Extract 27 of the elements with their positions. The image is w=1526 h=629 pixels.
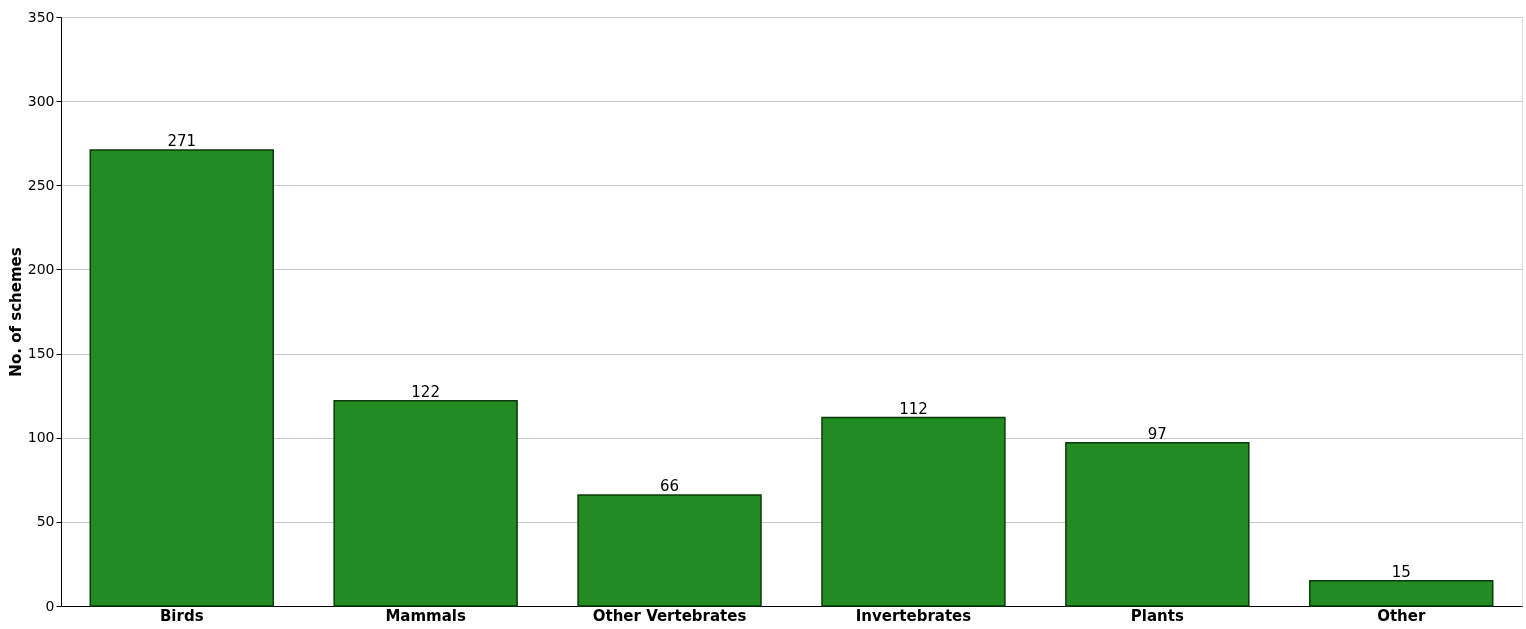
y-tick-label: 50: [36, 513, 55, 530]
y-tick-label: 300: [27, 92, 55, 109]
bar: [333, 399, 518, 607]
data-label: 66: [660, 476, 680, 495]
x-tick-label: Other Vertebrates: [592, 606, 747, 625]
y-tick-label: 350: [27, 8, 55, 25]
x-tick-label: Birds: [159, 606, 204, 625]
y-tick-label: 200: [27, 260, 55, 277]
bar: [1065, 442, 1250, 607]
data-label: 112: [899, 399, 928, 418]
x-tick-label: Other: [1377, 606, 1426, 625]
bar: [821, 416, 1006, 607]
bar: [89, 149, 274, 607]
y-tick-label: 250: [27, 176, 55, 193]
data-label: 271: [167, 131, 197, 150]
data-label: 97: [1147, 424, 1167, 443]
data-label: 15: [1391, 562, 1411, 581]
bar: [577, 494, 762, 607]
x-tick-label: Invertebrates: [855, 606, 972, 625]
x-tick-label: Plants: [1130, 606, 1184, 625]
bar: [1309, 580, 1494, 607]
x-tick-label: Mammals: [385, 606, 466, 625]
y-tick-label: 150: [27, 345, 55, 362]
y-axis-title: No. of schemes: [6, 247, 25, 377]
data-label: 122: [411, 382, 440, 401]
y-tick-label: 0: [45, 597, 55, 614]
y-tick-label: 100: [27, 429, 55, 446]
